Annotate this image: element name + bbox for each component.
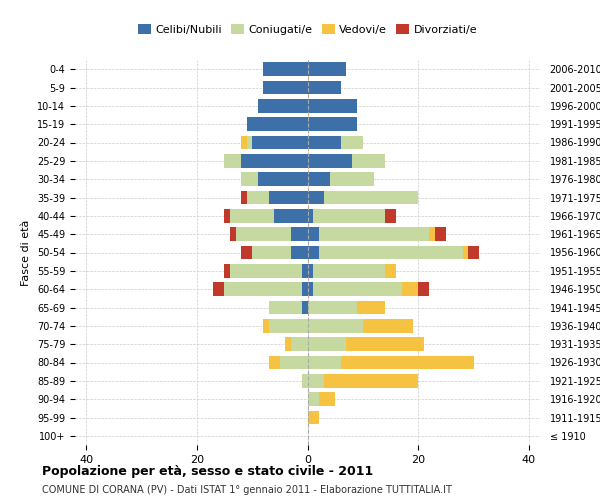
Bar	[429, 228, 435, 241]
Bar	[308, 246, 319, 260]
Bar	[308, 80, 341, 94]
Bar	[341, 356, 473, 370]
Bar	[385, 264, 396, 278]
Y-axis label: Fasce di età: Fasce di età	[22, 220, 31, 286]
Bar	[308, 392, 319, 406]
Bar	[263, 80, 308, 94]
Bar	[324, 374, 418, 388]
Bar	[257, 99, 308, 112]
Bar	[224, 154, 241, 168]
Bar	[308, 190, 324, 204]
Bar	[308, 300, 358, 314]
Bar	[224, 264, 230, 278]
Bar	[308, 356, 341, 370]
Bar	[308, 172, 329, 186]
Bar	[358, 300, 385, 314]
Bar	[319, 228, 429, 241]
Bar	[302, 374, 308, 388]
Bar	[313, 282, 401, 296]
Bar	[308, 62, 346, 76]
Bar	[463, 246, 468, 260]
Bar	[269, 356, 280, 370]
Bar	[329, 172, 374, 186]
Bar	[302, 282, 308, 296]
Bar	[241, 190, 247, 204]
Bar	[230, 264, 302, 278]
Bar	[385, 209, 396, 222]
Bar	[263, 62, 308, 76]
Bar	[341, 136, 363, 149]
Bar	[308, 282, 313, 296]
Bar	[302, 264, 308, 278]
Bar	[319, 246, 463, 260]
Bar	[308, 136, 341, 149]
Bar	[468, 246, 479, 260]
Bar	[308, 264, 313, 278]
Bar	[308, 410, 319, 424]
Bar	[346, 338, 424, 351]
Bar	[291, 338, 308, 351]
Bar	[401, 282, 418, 296]
Bar	[241, 172, 257, 186]
Bar	[324, 190, 418, 204]
Bar	[241, 246, 252, 260]
Bar	[241, 136, 247, 149]
Bar	[230, 209, 274, 222]
Bar	[313, 264, 385, 278]
Bar	[224, 282, 302, 296]
Bar	[269, 319, 308, 332]
Bar	[308, 209, 313, 222]
Bar	[236, 228, 291, 241]
Bar	[308, 154, 352, 168]
Bar	[302, 300, 308, 314]
Bar	[308, 338, 346, 351]
Bar	[418, 282, 429, 296]
Bar	[313, 209, 385, 222]
Text: Popolazione per età, sesso e stato civile - 2011: Popolazione per età, sesso e stato civil…	[42, 465, 373, 478]
Bar	[308, 118, 358, 131]
Bar	[308, 99, 358, 112]
Bar	[252, 136, 308, 149]
Bar	[319, 392, 335, 406]
Bar	[291, 246, 308, 260]
Bar	[308, 374, 324, 388]
Bar	[308, 228, 319, 241]
Bar	[247, 136, 252, 149]
Bar	[363, 319, 413, 332]
Bar	[214, 282, 224, 296]
Bar	[247, 118, 308, 131]
Bar	[286, 338, 291, 351]
Bar	[291, 228, 308, 241]
Bar	[352, 154, 385, 168]
Bar	[230, 228, 236, 241]
Bar	[274, 209, 308, 222]
Bar	[257, 172, 308, 186]
Bar	[280, 356, 308, 370]
Bar	[269, 190, 308, 204]
Legend: Celibi/Nubili, Coniugati/e, Vedovi/e, Divorziati/e: Celibi/Nubili, Coniugati/e, Vedovi/e, Di…	[133, 20, 482, 39]
Bar	[308, 319, 363, 332]
Bar	[241, 154, 308, 168]
Text: COMUNE DI CORANA (PV) - Dati ISTAT 1° gennaio 2011 - Elaborazione TUTTITALIA.IT: COMUNE DI CORANA (PV) - Dati ISTAT 1° ge…	[42, 485, 452, 495]
Bar	[252, 246, 291, 260]
Bar	[263, 319, 269, 332]
Bar	[224, 209, 230, 222]
Bar	[435, 228, 446, 241]
Bar	[247, 190, 269, 204]
Bar	[269, 300, 302, 314]
